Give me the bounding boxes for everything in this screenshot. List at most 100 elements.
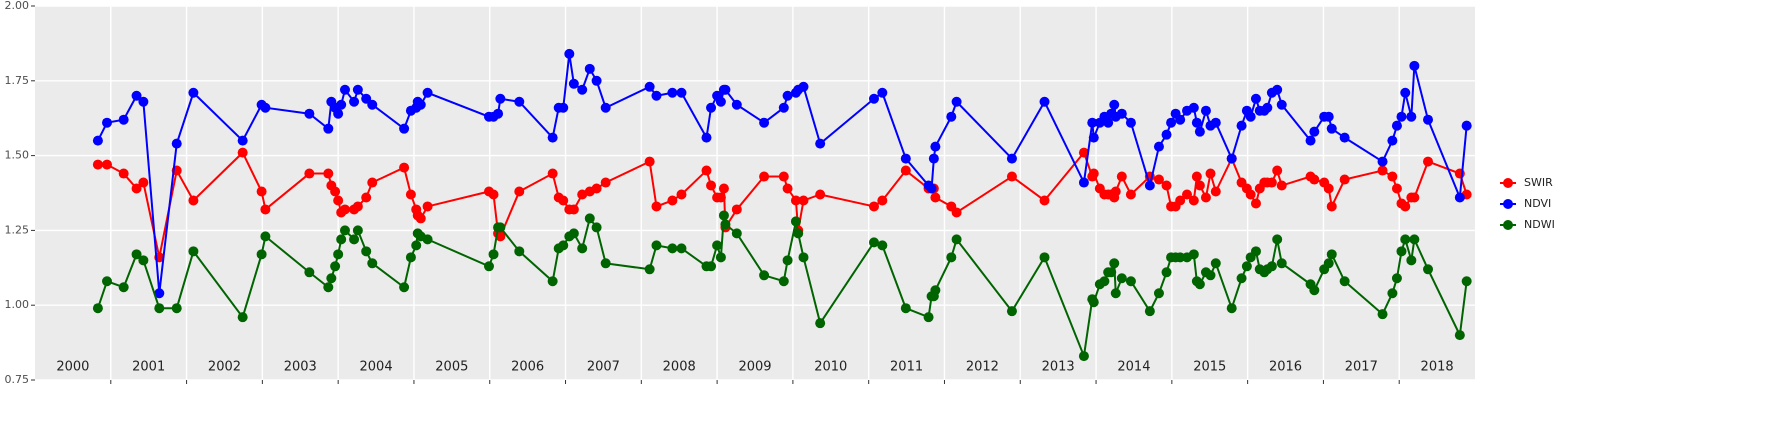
point <box>1409 60 1420 71</box>
point <box>1210 258 1221 269</box>
point <box>1110 186 1121 197</box>
point <box>1305 135 1316 146</box>
point <box>1039 195 1050 206</box>
point <box>1125 117 1136 128</box>
point <box>1266 177 1277 188</box>
point <box>731 228 742 239</box>
point <box>946 252 957 263</box>
x-tick-label: 2002 <box>208 360 241 375</box>
point <box>715 192 726 203</box>
point <box>1226 303 1237 314</box>
point <box>1400 201 1411 212</box>
point <box>1276 99 1287 110</box>
point <box>1326 201 1337 212</box>
legend-label: NDVI <box>1524 197 1551 210</box>
point <box>138 177 149 188</box>
point <box>118 282 129 293</box>
point <box>260 231 271 242</box>
legend-key <box>1503 199 1513 209</box>
point <box>558 195 569 206</box>
x-tick-label: 2015 <box>1193 360 1226 375</box>
point <box>1406 255 1417 266</box>
point <box>1409 234 1420 245</box>
point <box>352 201 363 212</box>
point <box>1391 183 1402 194</box>
point <box>715 252 726 263</box>
point <box>720 84 731 95</box>
point <box>330 186 341 197</box>
point <box>1194 126 1205 137</box>
point <box>1396 246 1407 257</box>
point <box>514 246 525 257</box>
point <box>900 303 911 314</box>
point <box>946 111 957 122</box>
point <box>667 243 678 254</box>
point <box>600 258 611 269</box>
y-tick-label: 1.25 <box>5 223 30 236</box>
point <box>367 258 378 269</box>
point <box>1006 171 1017 182</box>
point <box>1099 276 1110 287</box>
point <box>1125 276 1136 287</box>
point <box>782 183 793 194</box>
point <box>323 123 334 134</box>
point <box>1188 195 1199 206</box>
point <box>256 186 267 197</box>
point <box>1109 258 1120 269</box>
point <box>1339 276 1350 287</box>
point <box>1078 351 1089 362</box>
point <box>1323 111 1334 122</box>
point <box>1226 153 1237 164</box>
point <box>1210 186 1221 197</box>
point <box>1161 180 1172 191</box>
point <box>154 288 165 299</box>
point <box>1387 288 1398 299</box>
legend-label: NDWI <box>1524 218 1555 231</box>
point <box>1166 117 1177 128</box>
point <box>798 195 809 206</box>
x-tick-label: 2012 <box>966 360 999 375</box>
point <box>118 168 129 179</box>
x-tick-label: 2008 <box>663 360 696 375</box>
point <box>1200 192 1211 203</box>
point <box>782 255 793 266</box>
point <box>330 261 341 272</box>
point <box>131 249 142 260</box>
point <box>1391 120 1402 131</box>
point <box>188 195 199 206</box>
point <box>323 282 334 293</box>
point <box>422 234 433 245</box>
point <box>1088 168 1099 179</box>
point <box>237 147 248 158</box>
point <box>102 117 112 128</box>
point <box>584 213 595 224</box>
point <box>1161 267 1172 278</box>
point <box>1188 102 1199 113</box>
point <box>102 276 112 287</box>
point <box>600 102 611 113</box>
point <box>759 270 770 281</box>
point <box>1236 120 1247 131</box>
point <box>399 162 410 173</box>
point <box>333 195 344 206</box>
point <box>706 180 717 191</box>
point <box>951 96 962 107</box>
point <box>1116 171 1127 182</box>
point <box>951 234 962 245</box>
point <box>333 249 344 260</box>
x-tick-label: 2014 <box>1117 360 1150 375</box>
point <box>1088 132 1099 143</box>
point <box>1078 147 1089 158</box>
point <box>1200 105 1211 116</box>
point <box>1125 189 1136 200</box>
point <box>644 81 655 92</box>
panel-background <box>35 6 1475 380</box>
point <box>422 201 433 212</box>
point <box>1400 234 1411 245</box>
point <box>1205 270 1216 281</box>
point <box>868 93 879 104</box>
x-tick-label: 2006 <box>511 360 544 375</box>
point <box>568 228 579 239</box>
point <box>514 186 525 197</box>
point <box>1088 297 1099 308</box>
